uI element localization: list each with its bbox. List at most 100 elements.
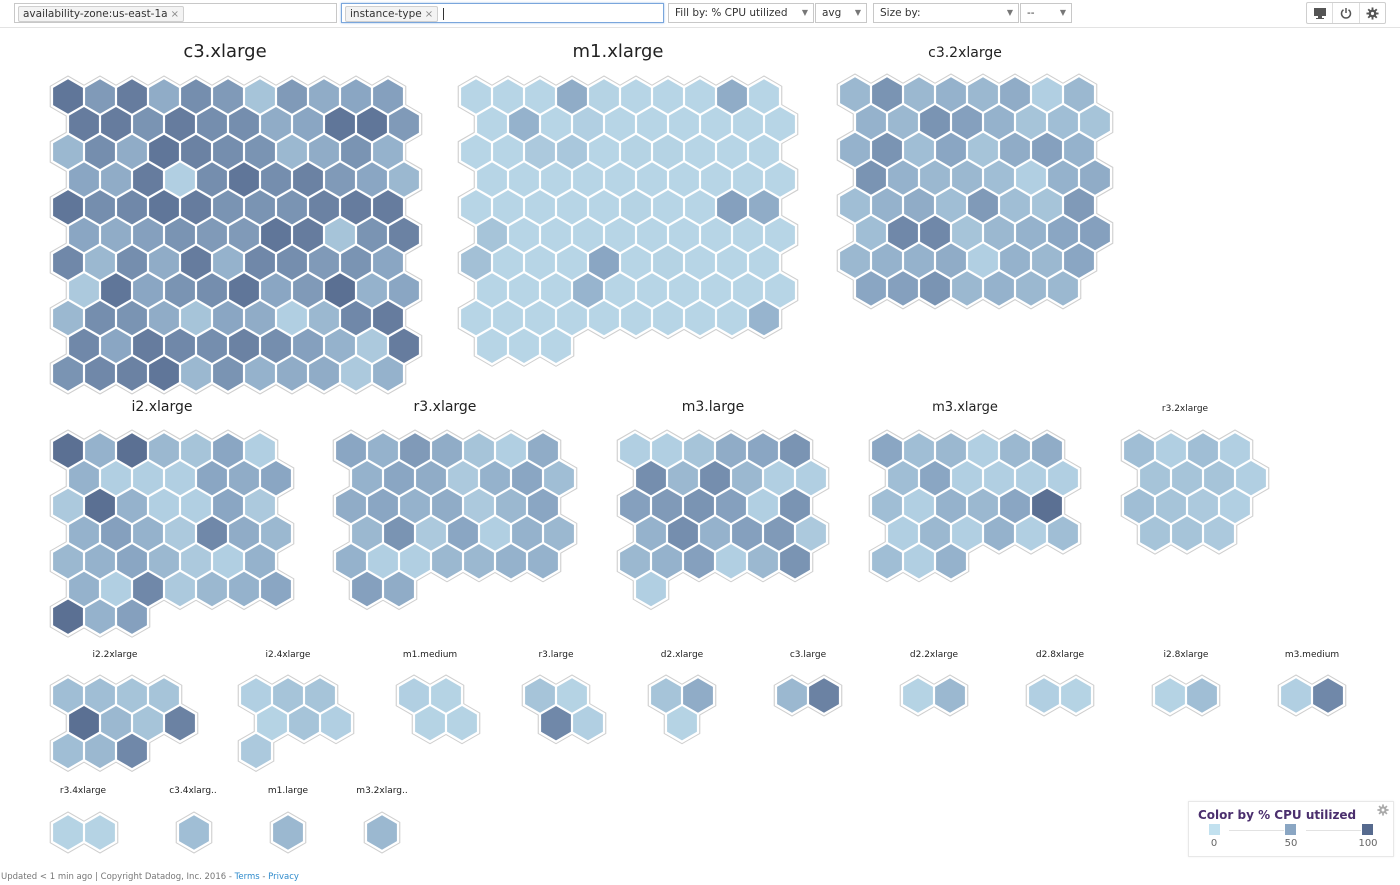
host-hexagon[interactable] (53, 488, 83, 524)
host-hexagon[interactable] (53, 678, 83, 713)
host-hexagon[interactable] (749, 190, 779, 225)
host-hexagon[interactable] (573, 107, 603, 142)
host-hexagon[interactable] (213, 356, 243, 391)
host-hexagon[interactable] (1188, 433, 1218, 468)
host-hexagon[interactable] (856, 105, 886, 140)
host-hexagon[interactable] (605, 162, 635, 197)
host-hexagon[interactable] (528, 488, 558, 524)
host-hexagon[interactable] (984, 461, 1014, 496)
host-hexagon[interactable] (716, 433, 746, 468)
settings-button[interactable] (1360, 3, 1385, 23)
host-hexagon[interactable] (541, 328, 571, 363)
host-hexagon[interactable] (685, 245, 715, 280)
host-hexagon[interactable] (1000, 243, 1030, 278)
host-hexagon[interactable] (197, 162, 227, 197)
host-hexagon[interactable] (573, 162, 603, 197)
host-hexagon[interactable] (920, 105, 950, 140)
host-hexagon[interactable] (653, 134, 683, 170)
host-hexagon[interactable] (373, 245, 403, 280)
host-hexagon[interactable] (480, 461, 510, 496)
host-hexagon[interactable] (181, 245, 211, 280)
host-hexagon[interactable] (605, 273, 635, 308)
host-hexagon[interactable] (525, 79, 555, 114)
host-hexagon[interactable] (684, 433, 714, 468)
host-hexagon[interactable] (117, 245, 147, 280)
host-hexagon[interactable] (197, 571, 227, 607)
host-hexagon[interactable] (85, 433, 115, 468)
host-hexagon[interactable] (621, 134, 651, 170)
host-hexagon[interactable] (509, 217, 539, 253)
host-hexagon[interactable] (984, 271, 1014, 306)
host-hexagon[interactable] (165, 328, 195, 363)
host-hexagon[interactable] (53, 733, 83, 769)
host-hexagon[interactable] (541, 107, 571, 142)
size-by-select[interactable]: Size by: ▼ (873, 3, 1019, 23)
host-hexagon[interactable] (888, 461, 918, 496)
host-hexagon[interactable] (165, 162, 195, 197)
host-hexagon[interactable] (512, 516, 542, 551)
host-hexagon[interactable] (764, 516, 794, 551)
host-hexagon[interactable] (309, 134, 339, 170)
host-hexagon[interactable] (733, 107, 763, 142)
host-hexagon[interactable] (325, 162, 355, 197)
host-hexagon[interactable] (904, 132, 934, 168)
host-hexagon[interactable] (117, 678, 147, 713)
host-hexagon[interactable] (904, 433, 934, 468)
host-hexagon[interactable] (352, 571, 382, 607)
host-hexagon[interactable] (461, 245, 491, 280)
host-hexagon[interactable] (464, 488, 494, 524)
host-hexagon[interactable] (920, 461, 950, 496)
host-hexagon[interactable] (636, 461, 666, 496)
host-hexagon[interactable] (653, 190, 683, 225)
host-hexagon[interactable] (352, 516, 382, 551)
host-hexagon[interactable] (701, 217, 731, 253)
host-hexagon[interactable] (716, 488, 746, 524)
host-hexagon[interactable] (367, 815, 397, 850)
host-hexagon[interactable] (557, 190, 587, 225)
host-hexagon[interactable] (368, 544, 398, 579)
host-hexagon[interactable] (1156, 488, 1186, 524)
host-hexagon[interactable] (904, 77, 934, 112)
host-hexagon[interactable] (69, 107, 99, 142)
host-hexagon[interactable] (509, 328, 539, 363)
host-hexagon[interactable] (749, 245, 779, 280)
host-hexagon[interactable] (293, 107, 323, 142)
host-hexagon[interactable] (528, 433, 558, 468)
host-hexagon[interactable] (261, 107, 291, 142)
host-hexagon[interactable] (133, 516, 163, 551)
host-hexagon[interactable] (935, 678, 965, 713)
host-hexagon[interactable] (149, 544, 179, 579)
host-hexagon[interactable] (229, 571, 259, 607)
host-hexagon[interactable] (432, 544, 462, 579)
host-hexagon[interactable] (685, 190, 715, 225)
host-hexagon[interactable] (133, 162, 163, 197)
host-hexagon[interactable] (732, 461, 762, 496)
host-hexagon[interactable] (1080, 105, 1110, 140)
host-hexagon[interactable] (1048, 461, 1078, 496)
host-hexagon[interactable] (651, 678, 681, 713)
host-hexagon[interactable] (496, 488, 526, 524)
host-hexagon[interactable] (321, 706, 351, 741)
host-hexagon[interactable] (181, 544, 211, 579)
host-hexagon[interactable] (245, 488, 275, 524)
host-hexagon[interactable] (245, 134, 275, 170)
host-hexagon[interactable] (780, 433, 810, 468)
host-hexagon[interactable] (117, 190, 147, 225)
host-hexagon[interactable] (389, 217, 419, 253)
host-hexagon[interactable] (620, 433, 650, 468)
host-hexagon[interactable] (544, 516, 574, 551)
remove-tag-icon[interactable]: × (424, 9, 434, 20)
host-hexagon[interactable] (213, 433, 243, 468)
host-hexagon[interactable] (133, 217, 163, 253)
host-hexagon[interactable] (373, 356, 403, 391)
host-hexagon[interactable] (336, 433, 366, 468)
host-hexagon[interactable] (277, 245, 307, 280)
host-hexagon[interactable] (796, 516, 826, 551)
host-hexagon[interactable] (733, 273, 763, 308)
host-hexagon[interactable] (69, 461, 99, 496)
host-hexagon[interactable] (668, 461, 698, 496)
host-hexagon[interactable] (85, 356, 115, 391)
host-hexagon[interactable] (525, 678, 555, 713)
host-hexagon[interactable] (165, 516, 195, 551)
host-hexagon[interactable] (700, 516, 730, 551)
